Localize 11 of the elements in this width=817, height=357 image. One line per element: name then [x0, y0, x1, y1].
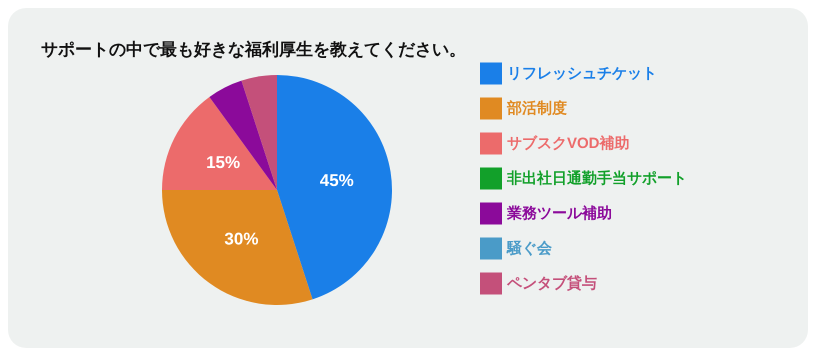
legend-label: 業務ツール補助: [506, 205, 612, 222]
legend-label: 部活制度: [506, 99, 567, 117]
legend-label: ペンタブ貸与: [506, 274, 597, 292]
legend-label: 騒ぐ会: [506, 240, 553, 257]
data-label: 45%: [320, 171, 354, 190]
data-label: 30%: [224, 229, 258, 248]
data-label: 15%: [206, 153, 240, 172]
legend-label: リフレッシュチケット: [507, 65, 657, 82]
legend-label: 非出社日通勤手当サポート: [506, 170, 687, 187]
chart-title: サポートの中で最も好きな福利厚生を教えてください。: [41, 40, 466, 59]
legend-label: サブスクVOD補助: [507, 135, 630, 152]
